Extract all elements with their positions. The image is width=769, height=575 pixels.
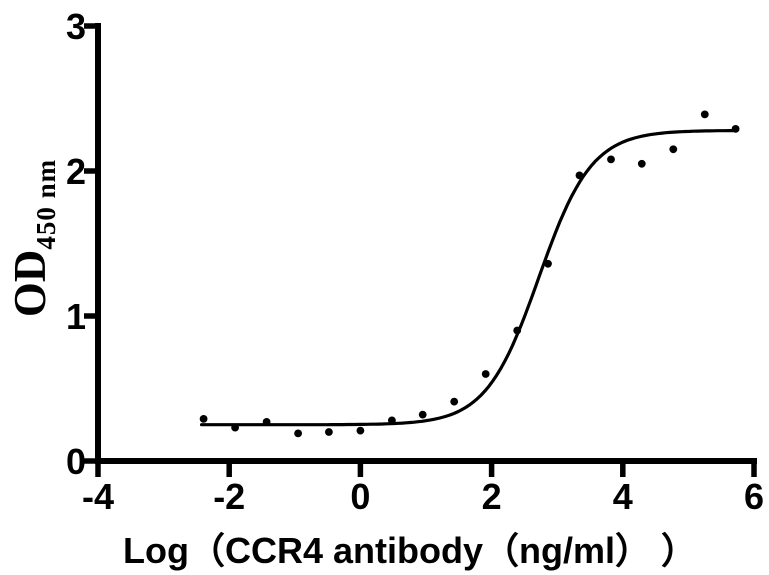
x-tick-label: 4 <box>613 476 633 517</box>
data-point <box>607 155 615 164</box>
data-point <box>700 110 709 119</box>
x-tick-label: 6 <box>744 476 764 517</box>
data-point <box>669 145 678 154</box>
y-axis-title-subscript: 450 nm <box>31 158 61 250</box>
data-point <box>575 171 584 180</box>
data-point <box>388 416 396 425</box>
y-axis-title: OD450 nm <box>0 108 63 368</box>
y-tick-label: 1 <box>66 296 86 337</box>
data-point <box>513 326 522 335</box>
data-point <box>731 124 740 133</box>
data-point <box>637 159 646 168</box>
data-point <box>231 423 240 432</box>
data-point <box>294 429 302 438</box>
data-point <box>418 410 427 419</box>
x-axis-title: Log（CCR4 antibody（ng/ml） ） <box>123 530 697 571</box>
y-axis-title-main: OD <box>5 249 55 318</box>
data-point <box>262 418 271 426</box>
data-point <box>544 259 552 268</box>
x-tick-label: 2 <box>482 476 502 517</box>
data-point <box>481 370 490 378</box>
x-tick-label: 0 <box>350 476 370 517</box>
y-tick-label: 3 <box>66 6 86 47</box>
data-point <box>356 426 365 435</box>
data-point <box>450 397 459 406</box>
x-tick-label: -4 <box>82 476 114 517</box>
y-tick-label: 0 <box>66 441 86 482</box>
data-point <box>199 415 208 423</box>
fit-curve <box>200 129 735 427</box>
data-point <box>325 428 333 436</box>
x-tick-label: -2 <box>213 476 245 517</box>
y-tick-label: 2 <box>66 151 86 192</box>
